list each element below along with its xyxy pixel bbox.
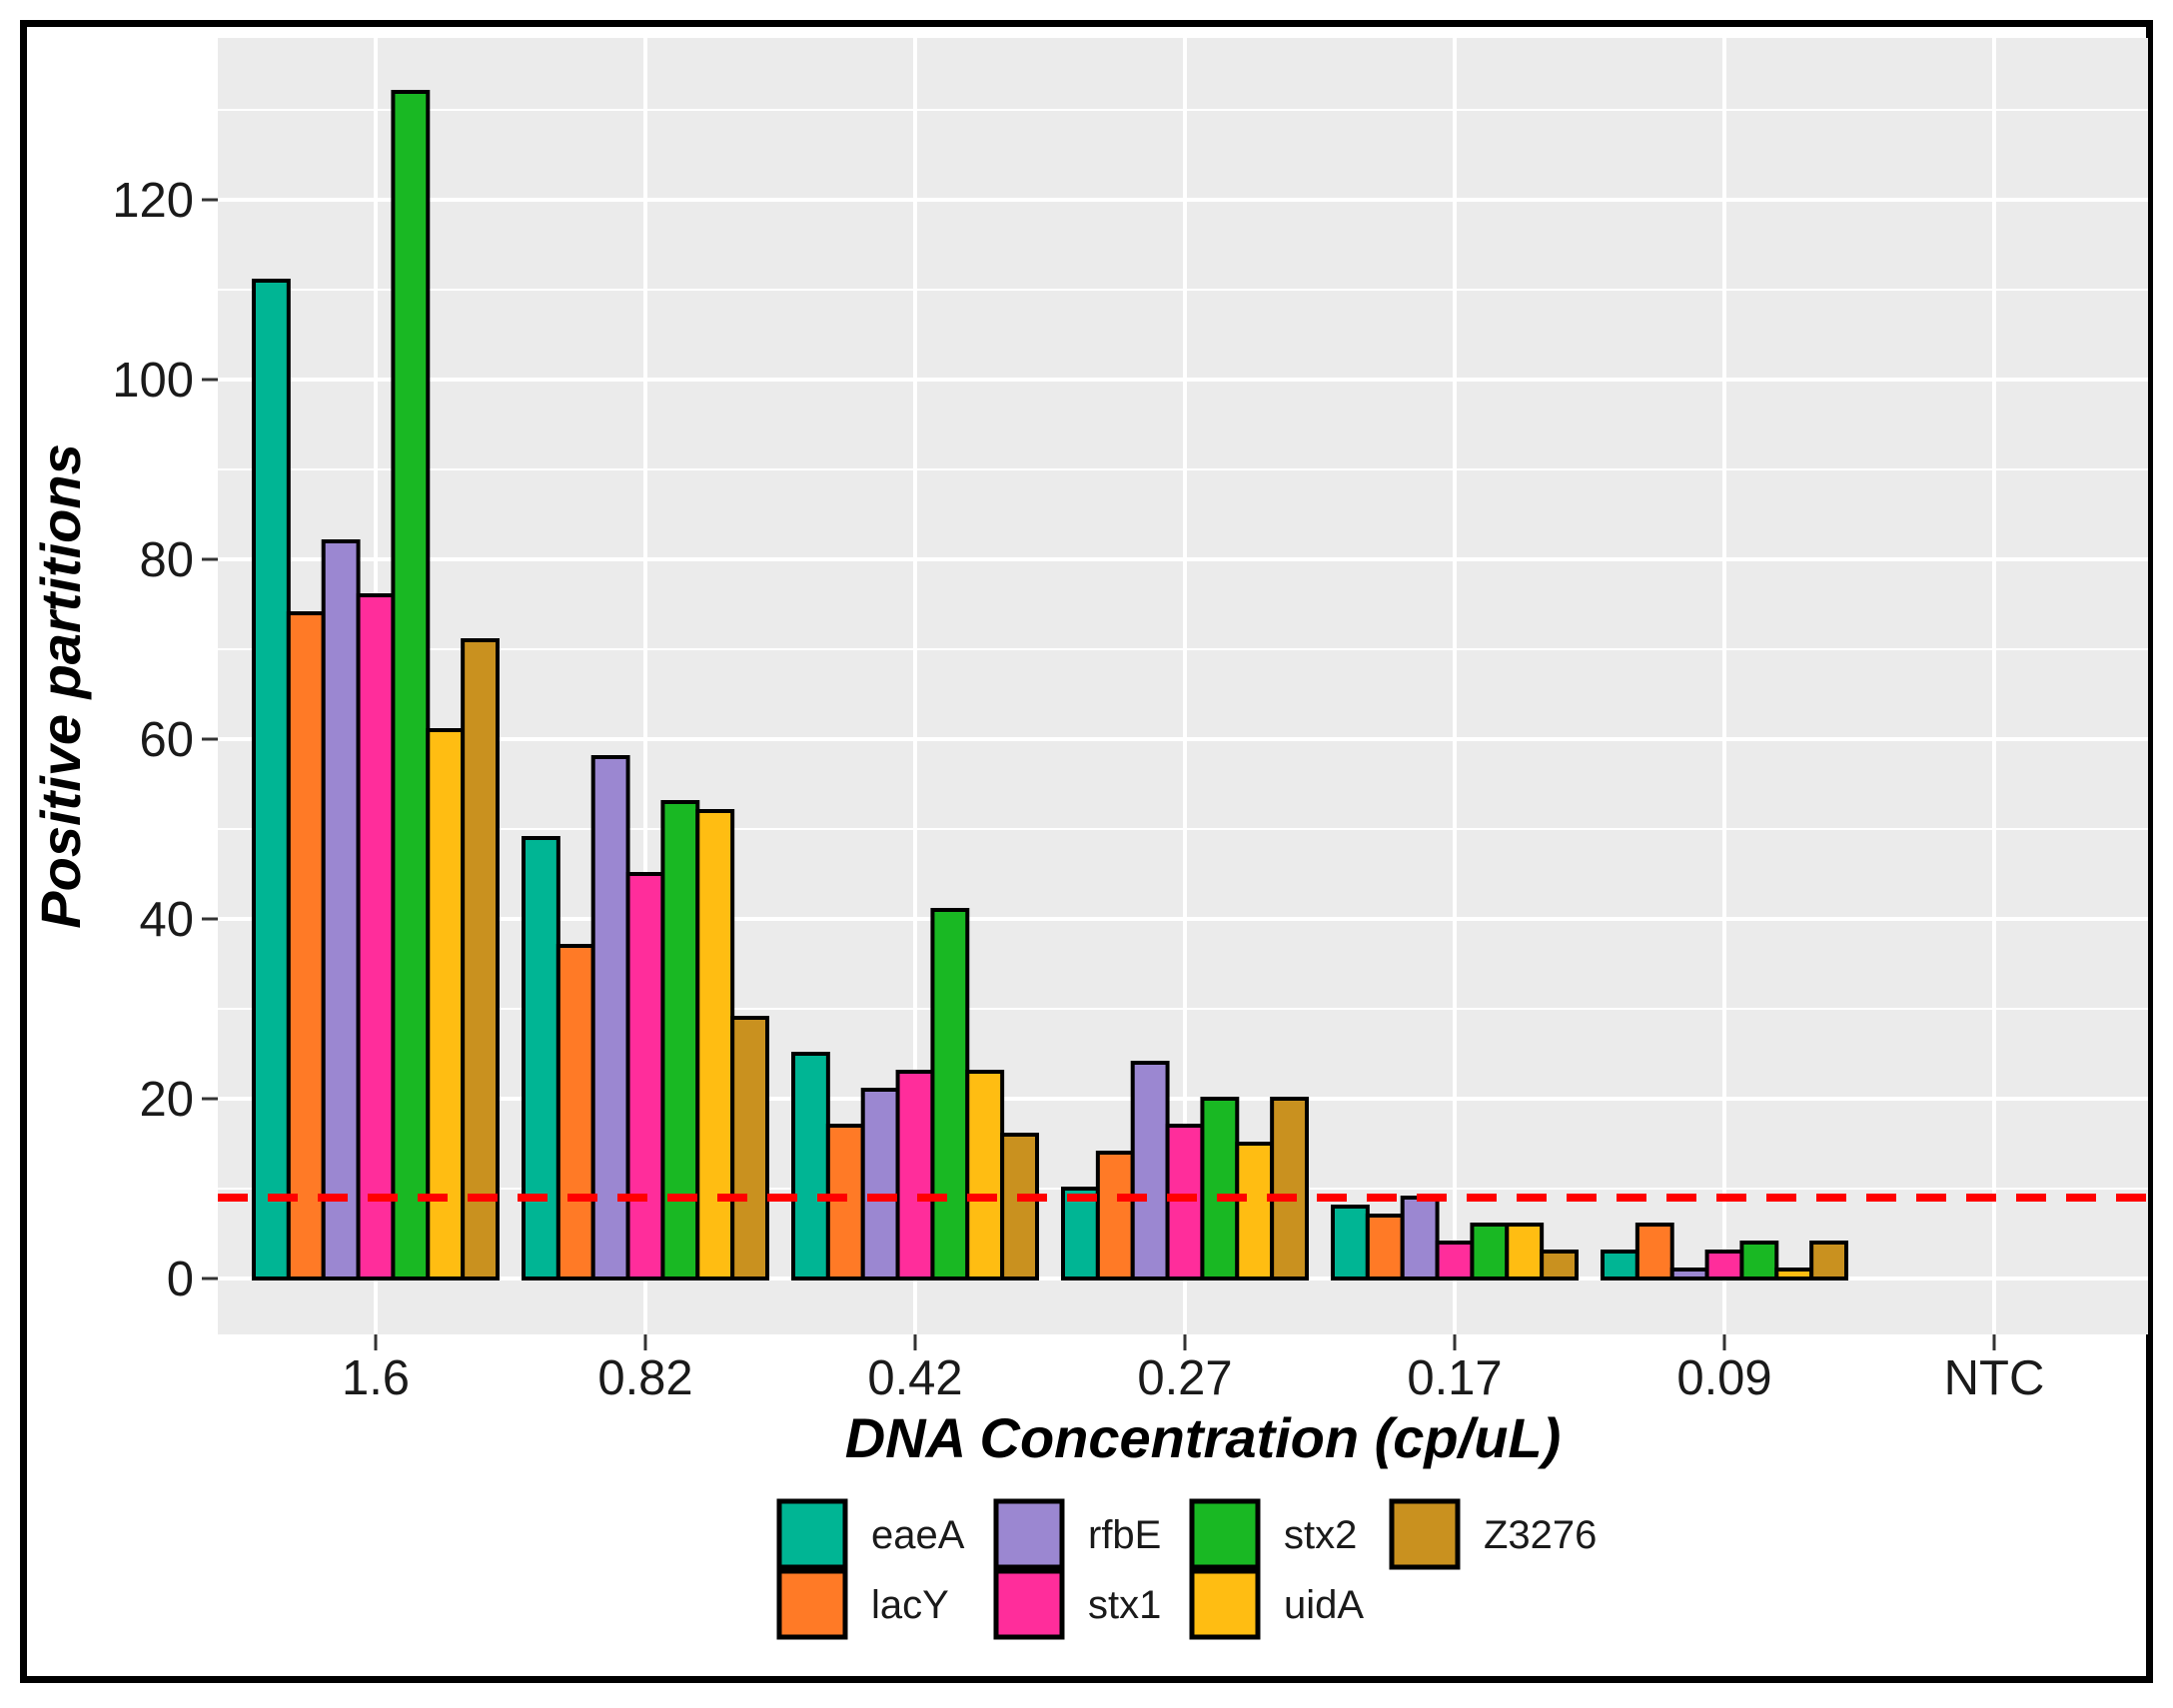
y-tick-label: 120 bbox=[112, 174, 194, 228]
y-tick-label: 80 bbox=[139, 533, 194, 587]
bar-stx2-0.27 bbox=[1200, 1097, 1240, 1281]
legend-label-Z3276: Z3276 bbox=[1484, 1513, 1597, 1557]
bar-lacY-0.27 bbox=[1095, 1151, 1135, 1281]
bar-stx1-0.27 bbox=[1165, 1124, 1205, 1281]
legend-label-rfbE: rfbE bbox=[1088, 1513, 1161, 1557]
y-tick-label: 40 bbox=[139, 893, 194, 947]
legend-key-stx2 bbox=[1189, 1498, 1261, 1570]
legend-key-eaeA bbox=[776, 1498, 848, 1570]
bar-stx1-0.82 bbox=[625, 872, 665, 1281]
bar-rfbE-0.27 bbox=[1130, 1061, 1170, 1281]
legend-key-uidA bbox=[1189, 1568, 1261, 1640]
bar-uidA-0.27 bbox=[1235, 1142, 1275, 1281]
bar-stx1-0.17 bbox=[1435, 1241, 1475, 1281]
y-tick-label: 60 bbox=[139, 713, 194, 767]
bars bbox=[252, 90, 1848, 1281]
bar-eaeA-0.27 bbox=[1061, 1187, 1100, 1281]
bar-rfbE-1.6 bbox=[321, 539, 361, 1281]
legend-label-lacY: lacY bbox=[871, 1583, 949, 1627]
bar-stx2-0.09 bbox=[1739, 1241, 1779, 1281]
x-axis-title: DNA Concentration (cp/uL) bbox=[845, 1406, 1562, 1469]
x-tick-label: NTC bbox=[1944, 1351, 2045, 1405]
x-tick-label: 1.6 bbox=[342, 1351, 410, 1405]
bar-uidA-0.17 bbox=[1505, 1223, 1545, 1281]
bar-Z3276-0.17 bbox=[1540, 1250, 1579, 1281]
legend-key-Z3276 bbox=[1389, 1498, 1461, 1570]
bar-Z3276-0.09 bbox=[1809, 1241, 1848, 1281]
bar-lacY-0.17 bbox=[1365, 1214, 1405, 1281]
bar-stx2-0.17 bbox=[1470, 1223, 1510, 1281]
bar-stx2-1.6 bbox=[391, 90, 431, 1281]
legend-label-eaeA: eaeA bbox=[871, 1513, 965, 1557]
x-tick-label: 0.27 bbox=[1137, 1351, 1232, 1405]
bar-rfbE-0.82 bbox=[590, 755, 630, 1281]
bar-lacY-1.6 bbox=[286, 611, 326, 1281]
legend-key-lacY bbox=[776, 1568, 848, 1640]
legend-key-stx1 bbox=[993, 1568, 1065, 1640]
y-tick-label: 20 bbox=[139, 1073, 194, 1127]
y-axis-title: Positive partitions bbox=[29, 443, 92, 928]
x-tick-label: 0.42 bbox=[867, 1351, 962, 1405]
bar-uidA-0.09 bbox=[1774, 1268, 1814, 1281]
y-tick-label: 100 bbox=[112, 354, 194, 408]
bar-lacY-0.09 bbox=[1634, 1223, 1674, 1281]
bar-lacY-0.82 bbox=[555, 944, 595, 1281]
legend-label-uidA: uidA bbox=[1284, 1583, 1364, 1627]
bar-eaeA-0.09 bbox=[1601, 1250, 1639, 1281]
bar-Z3276-1.6 bbox=[461, 638, 500, 1281]
bar-eaeA-0.42 bbox=[791, 1052, 830, 1281]
y-axis: 0 20 40 60 80 100 120 bbox=[112, 174, 218, 1306]
bar-rfbE-0.09 bbox=[1669, 1268, 1709, 1281]
bar-lacY-0.42 bbox=[825, 1124, 865, 1281]
bar-rfbE-0.42 bbox=[860, 1088, 900, 1281]
bar-Z3276-0.82 bbox=[730, 1016, 770, 1281]
bar-stx1-1.6 bbox=[356, 593, 396, 1281]
bar-uidA-0.42 bbox=[965, 1070, 1005, 1281]
x-tick-label: 0.82 bbox=[597, 1351, 692, 1405]
bar-rfbE-0.17 bbox=[1400, 1196, 1440, 1281]
bar-Z3276-0.42 bbox=[1000, 1133, 1040, 1281]
bar-eaeA-0.82 bbox=[522, 836, 560, 1281]
bar-stx2-0.82 bbox=[660, 800, 700, 1281]
x-tick-label: 0.09 bbox=[1676, 1351, 1771, 1405]
legend: eaeA lacY rfbE stx1 stx2 uidA Z3276 bbox=[776, 1498, 1597, 1640]
bar-eaeA-0.17 bbox=[1331, 1205, 1370, 1281]
x-tick-label: 0.17 bbox=[1407, 1351, 1502, 1405]
bar-stx1-0.42 bbox=[895, 1070, 935, 1281]
legend-label-stx1: stx1 bbox=[1088, 1583, 1161, 1627]
bar-eaeA-1.6 bbox=[252, 279, 291, 1281]
legend-label-stx2: stx2 bbox=[1284, 1513, 1357, 1557]
bar-stx2-0.42 bbox=[930, 908, 970, 1281]
bar-stx1-0.09 bbox=[1704, 1250, 1744, 1281]
legend-key-rfbE bbox=[993, 1498, 1065, 1570]
bar-Z3276-0.27 bbox=[1270, 1097, 1309, 1281]
y-tick-label: 0 bbox=[167, 1253, 194, 1306]
x-axis: 1.6 0.82 0.42 0.27 0.17 0.09 NTC bbox=[342, 1334, 2044, 1405]
bar-uidA-0.82 bbox=[695, 809, 735, 1281]
